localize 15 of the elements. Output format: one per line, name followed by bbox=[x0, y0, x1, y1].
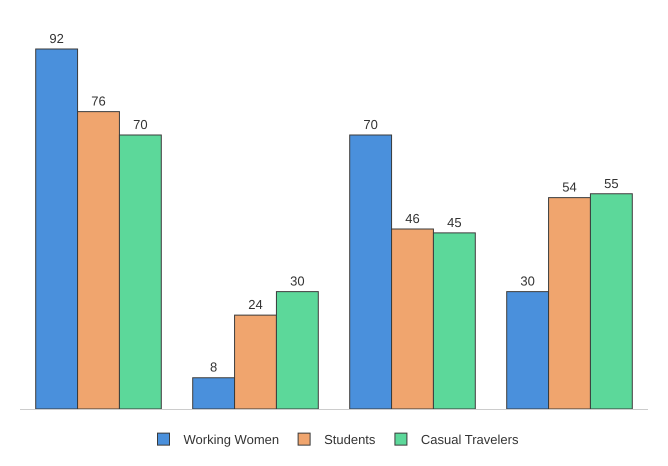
legend-label: Students bbox=[324, 432, 376, 448]
data-label: 76 bbox=[91, 94, 106, 109]
data-label: 46 bbox=[405, 210, 420, 226]
data-label: 54 bbox=[562, 180, 577, 195]
legend-label: Working Women bbox=[184, 432, 280, 448]
data-label: 70 bbox=[133, 117, 148, 132]
data-label: 30 bbox=[290, 274, 305, 289]
data-label: 30 bbox=[520, 274, 535, 289]
data-label: 45 bbox=[447, 214, 462, 230]
data-label: 24 bbox=[248, 297, 263, 312]
legend-label: Casual Travelers bbox=[420, 432, 519, 448]
data-label: 55 bbox=[604, 176, 619, 191]
data-label: 8 bbox=[210, 360, 218, 375]
data-label: 92 bbox=[49, 30, 64, 46]
data-label: 70 bbox=[363, 117, 378, 132]
